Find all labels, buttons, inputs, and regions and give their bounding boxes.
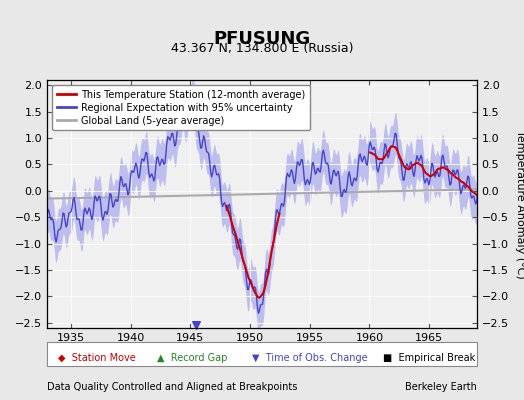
Y-axis label: Temperature Anomaly (°C): Temperature Anomaly (°C) bbox=[516, 130, 524, 278]
Text: ◆  Station Move: ◆ Station Move bbox=[58, 353, 135, 363]
Text: Berkeley Earth: Berkeley Earth bbox=[405, 382, 477, 392]
Text: 43.367 N, 134.800 E (Russia): 43.367 N, 134.800 E (Russia) bbox=[171, 42, 353, 55]
Text: ■  Empirical Break: ■ Empirical Break bbox=[383, 353, 475, 363]
Text: ■  Empirical Break: ■ Empirical Break bbox=[383, 353, 475, 363]
Text: PFUSUNG: PFUSUNG bbox=[213, 30, 311, 48]
Legend: This Temperature Station (12-month average), Regional Expectation with 95% uncer: This Temperature Station (12-month avera… bbox=[52, 85, 310, 130]
Text: ▲  Record Gap: ▲ Record Gap bbox=[157, 353, 227, 363]
Text: Data Quality Controlled and Aligned at Breakpoints: Data Quality Controlled and Aligned at B… bbox=[47, 382, 298, 392]
Point bbox=[192, 322, 201, 328]
Text: ▼  Time of Obs. Change: ▼ Time of Obs. Change bbox=[252, 353, 367, 363]
Text: ▲  Record Gap: ▲ Record Gap bbox=[157, 353, 227, 363]
Text: ◆  Station Move: ◆ Station Move bbox=[58, 353, 135, 363]
Text: ▼  Time of Obs. Change: ▼ Time of Obs. Change bbox=[252, 353, 367, 363]
